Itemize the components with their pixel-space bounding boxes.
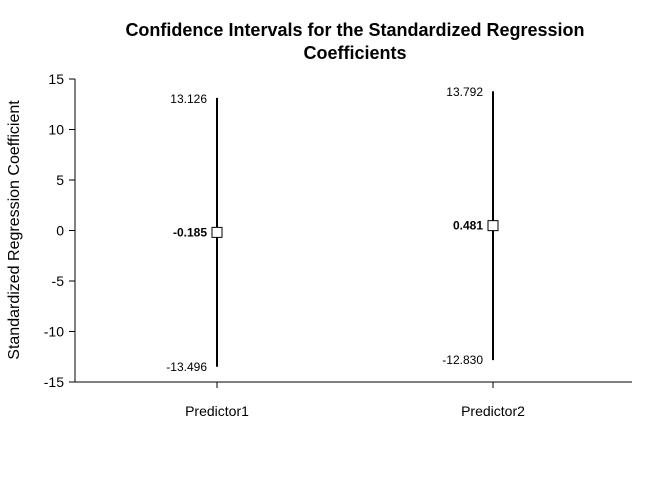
upper-bound-label-0: 13.126 [170, 92, 207, 106]
estimate-label-0: -0.185 [173, 225, 207, 239]
y-tick-label-4: 5 [56, 172, 64, 188]
y-tick-label-1: -10 [44, 324, 64, 340]
upper-bound-label-1: 13.792 [446, 85, 483, 99]
lower-bound-label-0: -13.496 [166, 360, 207, 374]
chart-marks: 13.126 -13.496 -0.185 13.792 -12.830 0.481 [166, 85, 499, 374]
y-tick-label-5: 10 [48, 122, 64, 138]
y-tick-label-2: -5 [52, 273, 65, 289]
x-category-label-1: Predictor2 [461, 403, 525, 419]
estimate-label-1: 0.481 [453, 219, 483, 233]
y-tick-label-6: 15 [48, 71, 64, 87]
axes: -15 -10 -5 0 5 10 15 Predictor1 Predictor2 [44, 71, 632, 419]
x-category-label-0: Predictor1 [185, 403, 249, 419]
y-tick-label-0: -15 [44, 374, 64, 390]
estimate-marker-0 [211, 226, 223, 238]
y-axis-label: Standardized Regression Coefficient [6, 100, 23, 360]
chart-title-line-1: Confidence Intervals for the Standardize… [125, 20, 584, 40]
chart-title-line-2: Coefficients [303, 43, 406, 63]
y-tick-label-3: 0 [56, 223, 64, 239]
lower-bound-label-1: -12.830 [442, 353, 483, 367]
estimate-marker-1 [487, 220, 499, 232]
